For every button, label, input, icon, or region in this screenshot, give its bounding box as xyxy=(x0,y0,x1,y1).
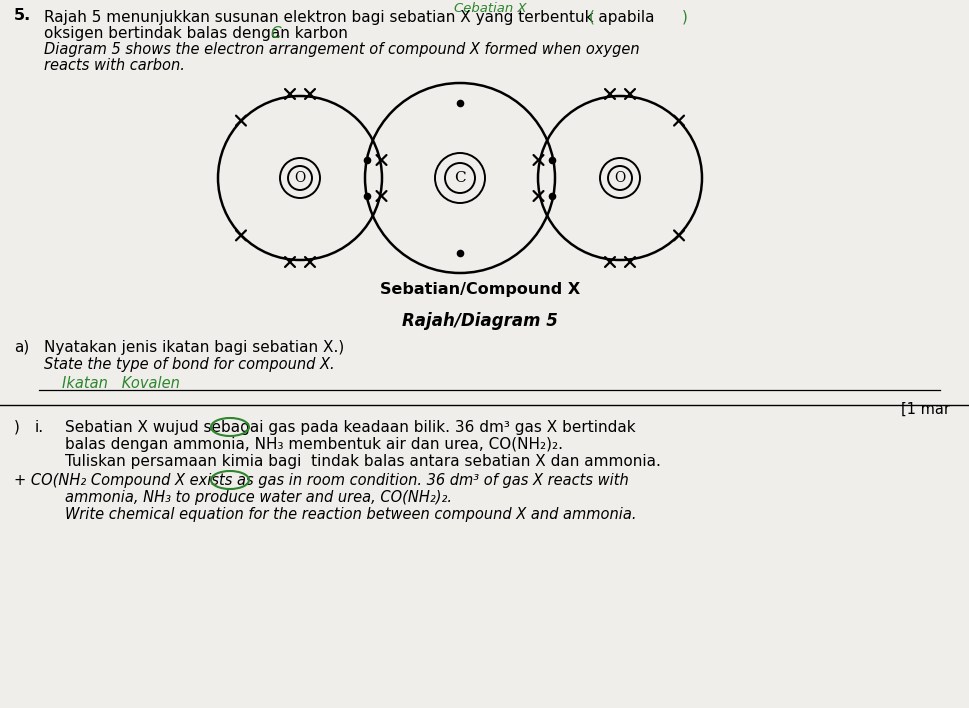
Text: (: ( xyxy=(589,10,595,25)
Text: ): ) xyxy=(682,10,688,25)
Text: ammonia, NH₃ to produce water and urea, CO(NH₂)₂.: ammonia, NH₃ to produce water and urea, … xyxy=(65,490,452,505)
Text: C: C xyxy=(454,171,466,185)
Text: [1 mar: [1 mar xyxy=(901,402,950,417)
Text: ): ) xyxy=(14,420,20,435)
Text: 5.: 5. xyxy=(14,8,31,23)
Text: Write chemical equation for the reaction between compound X and ammonia.: Write chemical equation for the reaction… xyxy=(65,507,637,522)
Text: Cebatian X: Cebatian X xyxy=(453,2,526,15)
Text: balas dengan ammonia, NH₃ membentuk air dan urea, CO(NH₂)₂.: balas dengan ammonia, NH₃ membentuk air … xyxy=(65,437,563,452)
Text: Nyatakan jenis ikatan bagi sebatian X.): Nyatakan jenis ikatan bagi sebatian X.) xyxy=(44,340,344,355)
Text: + CO(NH₂ Compound X exists as gas in room condition. 36 dm³ of gas X reacts with: + CO(NH₂ Compound X exists as gas in roo… xyxy=(14,473,629,488)
Text: Sebatian X wujud sebagai gas pada keadaan bilik. 36 dm³ gas X bertindak: Sebatian X wujud sebagai gas pada keadaa… xyxy=(65,420,636,435)
Text: Rajah/Diagram 5: Rajah/Diagram 5 xyxy=(402,312,558,330)
Text: C: C xyxy=(270,26,281,41)
Text: O: O xyxy=(295,171,305,185)
Text: i.: i. xyxy=(35,420,45,435)
Text: Sebatian/Compound X: Sebatian/Compound X xyxy=(380,282,580,297)
Text: Rajah 5 menunjukkan susunan elektron bagi sebatian X yang terbentuk apabila: Rajah 5 menunjukkan susunan elektron bag… xyxy=(44,10,654,25)
Text: Tuliskan persamaan kimia bagi  tindak balas antara sebatian X dan ammonia.: Tuliskan persamaan kimia bagi tindak bal… xyxy=(65,454,661,469)
Text: State the type of bond for compound X.: State the type of bond for compound X. xyxy=(44,357,334,372)
Text: reacts with carbon.: reacts with carbon. xyxy=(44,58,185,73)
Text: a): a) xyxy=(14,340,29,355)
Text: oksigen bertindak balas dengan karbon: oksigen bertindak balas dengan karbon xyxy=(44,26,348,41)
Text: O: O xyxy=(614,171,626,185)
Text: Ikatan   Kovalen: Ikatan Kovalen xyxy=(62,376,180,391)
Text: Diagram 5 shows the electron arrangement of compound X formed when oxygen: Diagram 5 shows the electron arrangement… xyxy=(44,42,640,57)
